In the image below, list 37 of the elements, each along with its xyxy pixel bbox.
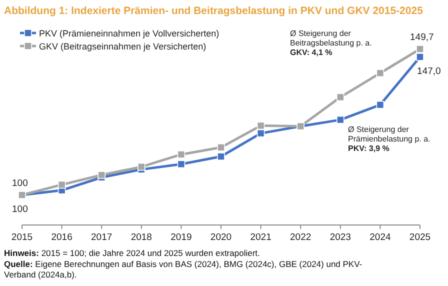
source-note: Quelle: Eigene Berechnungen auf Basis von BAS (2024), BMG (2024c), GBE (2024) und PKV- Verband (2024a,b). <box>4 259 362 280</box>
point <box>376 69 384 77</box>
point <box>416 45 424 53</box>
legend-label: PKV (Prämieneinnahmen je Vollversicherten) <box>39 28 220 38</box>
chart-title: Abbildung 1: Indexierte Prämien- und Beitragsbelastung in PKV und GKV 2015-2025 <box>4 5 424 17</box>
point <box>336 116 344 124</box>
x-tick-label: 2018 <box>130 232 152 243</box>
x-tick-label: 2025 <box>409 232 431 243</box>
point <box>138 162 146 171</box>
point <box>58 180 66 189</box>
x-tick-label: 2021 <box>250 232 272 243</box>
point <box>177 160 186 168</box>
text: Hinweis: 2015 = 100; die Jahre 2024 und 2025 wurden extrapoliert. <box>4 248 260 258</box>
x-tick-label: 2020 <box>210 232 232 243</box>
x-tick-label: 2016 <box>51 232 72 243</box>
annotation: Ø Steigerung der Prämienbelastung p. a. PKV: 3,9 % <box>348 125 430 153</box>
x-tick-label: 2019 <box>170 232 192 243</box>
point <box>98 171 106 179</box>
point <box>217 152 225 160</box>
annotation: Ø Steigerung der Beitragsbelastung p. a. GKV: 4,1 % <box>290 29 372 57</box>
point <box>376 100 384 109</box>
point <box>416 53 424 61</box>
x-tick-label: 2022 <box>290 232 312 243</box>
x-tick-label: 2017 <box>91 232 112 243</box>
point <box>177 150 186 158</box>
point <box>256 129 265 138</box>
x-tick-label: 2023 <box>330 232 351 243</box>
data-label: 100 <box>12 204 28 215</box>
data-label: 100 <box>12 178 28 189</box>
point <box>256 122 265 130</box>
legend-label: GKV (Beitragseinnahmen je Versicherten) <box>39 42 206 52</box>
point <box>336 93 344 102</box>
point <box>217 144 225 152</box>
x-tick-label: 2024 <box>370 232 391 243</box>
data-label: 149,7 <box>410 32 434 43</box>
x-tick-label: 2015 <box>11 232 33 243</box>
data-label: 147,0 <box>417 66 441 77</box>
